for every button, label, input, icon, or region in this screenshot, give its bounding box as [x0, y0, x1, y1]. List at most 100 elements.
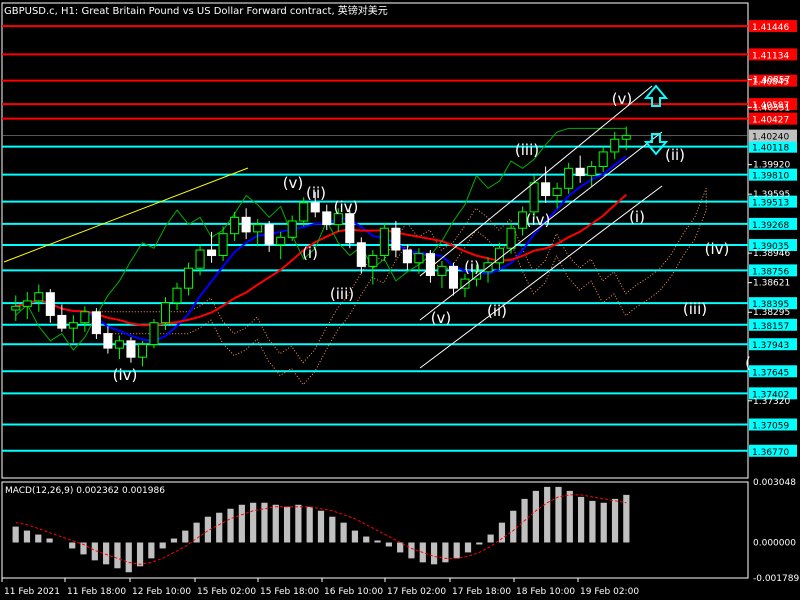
candle-body — [80, 311, 90, 324]
candle-body — [241, 216, 251, 233]
wave-label: (iv) — [113, 366, 138, 384]
support_levels-price-label: 1.38756 — [752, 267, 789, 277]
support_levels-price-label: 1.37645 — [752, 368, 789, 378]
x-tick-label: 15 Feb 18:00 — [260, 587, 319, 597]
wave-label: (i) — [464, 258, 480, 276]
x-tick-label: 18 Feb 10:00 — [516, 587, 575, 597]
candle-body — [541, 182, 551, 197]
price-pane-frame — [1, 2, 749, 479]
x-tick-label: 12 Feb 10:00 — [132, 587, 191, 597]
support_levels-price-box — [749, 338, 797, 351]
wave-label: (v) — [612, 90, 633, 108]
red-moving-average — [15, 194, 627, 327]
y-tick-label: 1.38295 — [753, 308, 790, 318]
y-tick-label: 1.40857 — [753, 76, 790, 86]
support_levels-price-label: 1.38395 — [752, 300, 789, 310]
candle-body — [529, 182, 539, 213]
wave-label: (iv) — [526, 211, 551, 229]
candle-body — [471, 271, 482, 280]
x-tick-label: 17 Feb 18:00 — [452, 587, 511, 597]
candle-body — [137, 343, 147, 358]
wave-label: (iii) — [683, 300, 707, 318]
support_levels-price-box — [749, 217, 797, 230]
x-tick-label: 11 Feb 18:00 — [67, 587, 126, 597]
resistance_levels-price-label: 1.40427 — [752, 116, 789, 126]
x-tick-label: 15 Feb 02:00 — [197, 587, 256, 597]
x-tick-label: 19 Feb 02:00 — [580, 587, 639, 597]
support_levels-price-label: 1.40118 — [752, 144, 789, 154]
support_levels-price-label: 1.39513 — [752, 199, 789, 209]
candle-body — [598, 151, 608, 167]
candle-body — [610, 138, 620, 153]
candle-body — [391, 227, 401, 251]
candle-body — [437, 265, 447, 276]
blue-moving-average — [15, 155, 627, 343]
candle-body — [587, 165, 597, 177]
support_levels-price-box — [749, 365, 797, 378]
wave-label: (iv) — [705, 240, 730, 258]
support_levels-price-label: 1.37402 — [752, 390, 789, 400]
candle-body — [460, 278, 470, 289]
candle-body — [22, 300, 32, 307]
candle-body — [368, 254, 378, 267]
candle-body — [322, 211, 332, 226]
x-tick-label: 17 Feb 02:00 — [387, 587, 446, 597]
support_levels-price-box — [749, 264, 797, 277]
resistance_levels-price-label: 1.40587 — [752, 101, 789, 111]
support_levels-price-label: 1.37059 — [752, 422, 789, 432]
wave-label: (iv) — [334, 198, 359, 216]
support_levels-price-box — [749, 168, 797, 181]
candle-body — [57, 314, 67, 329]
candle-body — [402, 249, 412, 264]
channel-upper-line — [419, 85, 653, 277]
macd-y-tick-label: -0.001789 — [753, 574, 799, 584]
candle-body — [103, 333, 113, 349]
support_levels-price-label: 1.39810 — [752, 172, 789, 182]
support_levels-price-box — [749, 140, 797, 153]
support_levels-price-label: 1.36770 — [752, 448, 789, 458]
candle-body — [575, 167, 585, 177]
wave-label: (i) — [302, 244, 318, 262]
support_levels-price-label: 1.38157 — [752, 322, 789, 332]
wave-label: (iii) — [330, 285, 354, 303]
candle-body — [195, 249, 205, 269]
candle-body — [230, 216, 240, 235]
candle-body — [126, 340, 136, 358]
ichimoku-cloud — [95, 188, 707, 386]
support_levels-price-box — [749, 418, 797, 431]
wave-label: (v) — [283, 174, 304, 192]
candle-body — [448, 265, 458, 289]
candle-body — [506, 227, 516, 249]
arrow-up-icon — [643, 84, 669, 107]
candle-body — [11, 305, 21, 311]
candle-body — [184, 267, 194, 289]
candle-body — [299, 202, 309, 222]
candle-body — [114, 340, 124, 349]
candle-body — [621, 135, 631, 140]
support_levels-price-box — [749, 239, 797, 252]
support_levels-price-label: 1.39268 — [752, 221, 789, 231]
candle-body — [91, 311, 101, 335]
candle-body — [518, 211, 528, 229]
support_levels-price-box — [749, 444, 797, 457]
current-price-box — [749, 129, 797, 142]
candle-body — [34, 292, 44, 302]
resistance_levels-price-label: 1.41446 — [752, 23, 789, 33]
support_levels-price-label: 1.39035 — [752, 242, 789, 252]
macd-y-tick-label: 0.000000 — [753, 538, 796, 548]
candle-body — [310, 202, 320, 213]
resistance_levels-price-label: 1.40845 — [752, 78, 789, 88]
resistance_levels-price-box — [749, 112, 797, 125]
macd-title: MACD(12,26,9) 0.002362 0.001986 — [5, 486, 165, 496]
support_levels-price-box — [749, 387, 797, 400]
candle-body — [564, 167, 574, 189]
channel-lower-line — [419, 185, 663, 369]
candle-body — [172, 287, 182, 304]
wave-label: (ii) — [665, 146, 685, 164]
candle-body — [345, 213, 355, 244]
current-price-label: 1.40240 — [752, 133, 789, 143]
candle-body — [356, 242, 366, 267]
y-tick-label: 1.40551 — [753, 103, 790, 113]
candle-body — [253, 224, 263, 233]
